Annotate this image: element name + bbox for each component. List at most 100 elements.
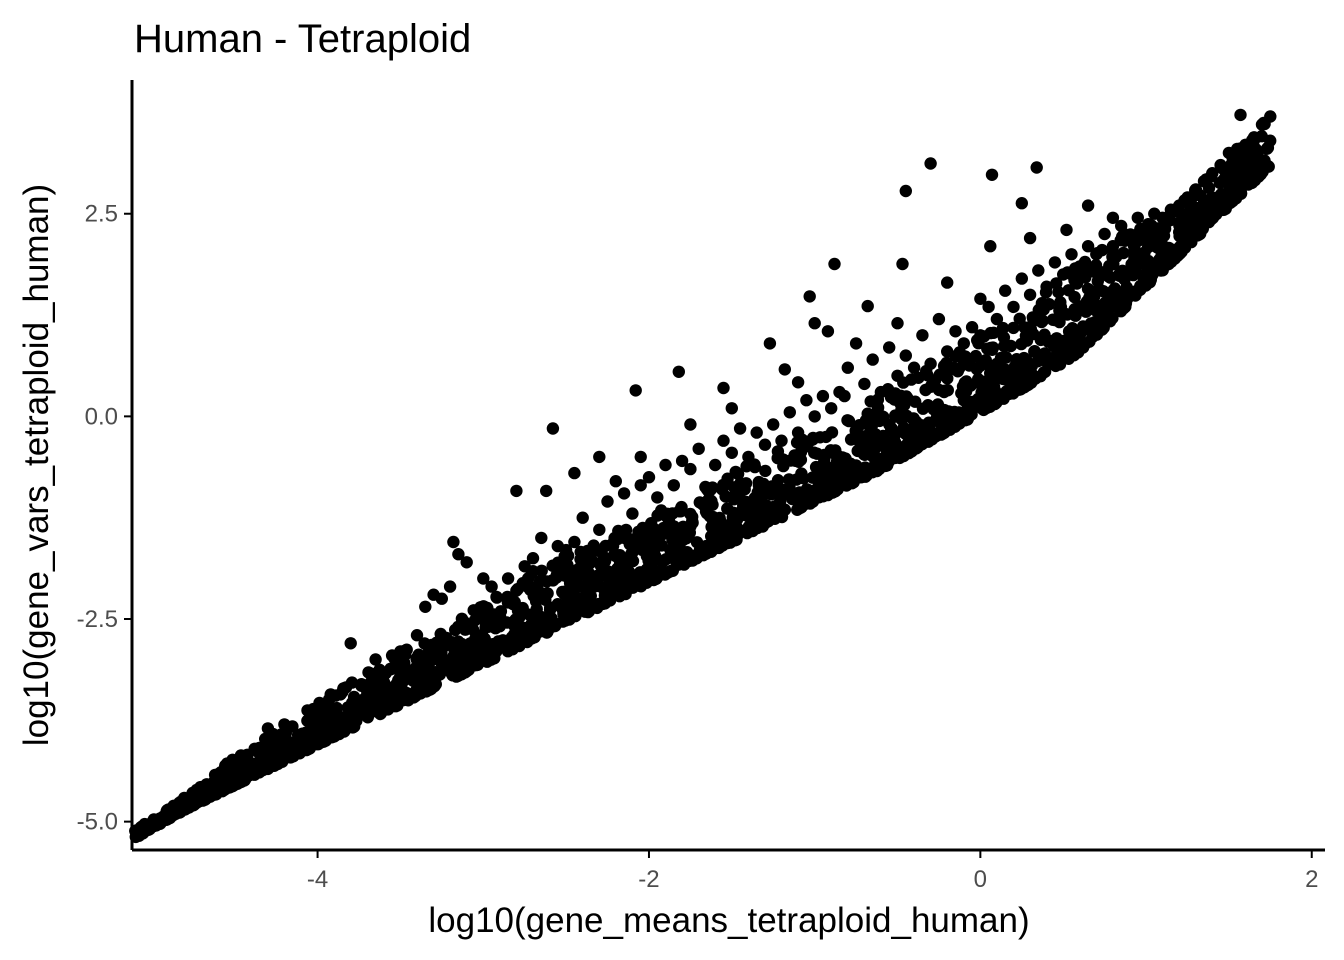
data-point	[228, 754, 241, 767]
data-point	[485, 580, 498, 593]
data-point	[520, 577, 533, 590]
data-point	[466, 623, 480, 636]
data-point	[546, 422, 560, 435]
x-axis-label: log10(gene_means_tetraploid_human)	[428, 901, 1029, 940]
data-point	[1098, 227, 1111, 241]
data-point	[1038, 347, 1052, 360]
data-point	[673, 505, 686, 518]
y-ticks: -5.0 -2.5 0.0 2.5	[77, 201, 132, 836]
data-point	[551, 556, 565, 569]
data-point	[412, 648, 425, 661]
data-point	[1103, 259, 1116, 273]
data-point	[1157, 229, 1171, 242]
data-point	[1181, 191, 1194, 204]
data-point	[849, 337, 863, 350]
data-point	[803, 485, 817, 498]
data-point	[1142, 254, 1155, 268]
data-point	[362, 666, 375, 679]
data-point	[508, 627, 521, 641]
data-point	[808, 410, 821, 423]
data-point	[965, 321, 979, 334]
data-point	[731, 467, 745, 481]
data-point	[1060, 223, 1073, 237]
data-point	[452, 548, 465, 561]
data-point	[432, 667, 445, 680]
data-point	[1048, 256, 1062, 269]
data-point	[861, 299, 874, 313]
data-point	[866, 353, 879, 366]
data-point	[1010, 364, 1023, 377]
data-point	[361, 711, 374, 724]
data-point	[948, 361, 961, 375]
data-point	[535, 564, 548, 577]
data-point	[489, 622, 502, 635]
data-point	[997, 331, 1011, 344]
data-point	[949, 420, 962, 433]
data-point	[1091, 275, 1105, 288]
data-point	[912, 371, 925, 384]
data-point	[478, 634, 492, 648]
data-point	[576, 511, 589, 524]
data-point	[518, 560, 531, 573]
x-tick-label: 2	[1305, 866, 1318, 893]
data-point	[996, 372, 1010, 386]
data-point	[629, 384, 642, 397]
data-point	[938, 363, 951, 376]
data-point	[435, 656, 448, 670]
data-point	[758, 438, 772, 451]
data-point	[419, 600, 432, 613]
data-point	[784, 475, 797, 488]
data-point	[716, 482, 729, 495]
chart-title: Human - Tetraploid	[134, 17, 471, 61]
data-point	[883, 341, 896, 354]
data-point	[791, 426, 805, 439]
data-point	[593, 523, 606, 536]
data-point	[1049, 359, 1062, 373]
data-point	[1032, 264, 1045, 277]
data-point	[825, 426, 839, 439]
data-point	[941, 345, 954, 358]
data-point	[675, 454, 689, 468]
data-point	[608, 531, 621, 545]
data-point	[1106, 211, 1120, 224]
data-point	[191, 796, 204, 809]
data-point	[1156, 211, 1169, 224]
data-point	[812, 466, 826, 480]
data-point	[828, 257, 841, 271]
data-point	[765, 512, 778, 525]
data-point	[545, 612, 558, 625]
data-point	[985, 343, 999, 356]
data-point	[446, 669, 459, 682]
data-point	[656, 527, 669, 541]
data-point	[330, 701, 344, 715]
x-tick-label: -4	[307, 866, 328, 893]
data-point	[1242, 178, 1255, 191]
data-point	[534, 589, 547, 603]
data-point	[1229, 163, 1242, 176]
data-point	[710, 541, 723, 554]
data-point	[963, 359, 976, 372]
data-point	[759, 464, 772, 478]
data-point	[278, 718, 291, 731]
data-point	[153, 817, 166, 830]
data-point	[791, 376, 805, 389]
data-point	[734, 480, 747, 493]
data-point	[789, 454, 802, 467]
data-point	[576, 580, 589, 594]
data-point	[582, 566, 595, 580]
data-point	[864, 445, 877, 459]
data-point	[666, 533, 679, 546]
data-point	[855, 471, 868, 484]
data-point	[842, 414, 856, 428]
data-point	[1065, 248, 1078, 261]
data-point	[394, 645, 407, 658]
data-point	[493, 612, 506, 626]
data-point	[1194, 207, 1208, 220]
data-point	[1015, 197, 1028, 210]
data-point	[700, 483, 714, 496]
data-point	[750, 426, 763, 439]
data-point	[1043, 298, 1056, 311]
data-point	[689, 549, 703, 562]
data-point	[1139, 223, 1153, 237]
